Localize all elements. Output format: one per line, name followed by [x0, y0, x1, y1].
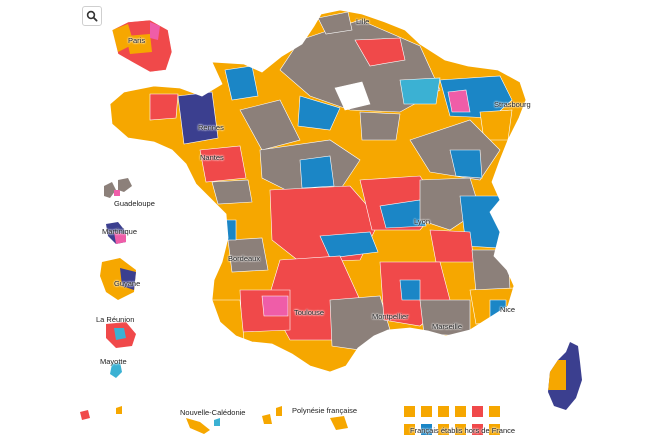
mainland-france — [109, 9, 527, 373]
label-paris: Paris — [128, 36, 146, 45]
label-lille: Lille — [356, 17, 370, 26]
label-nice: Nice — [500, 305, 516, 314]
label-marseille: Marseille — [432, 322, 463, 331]
francais-etranger-squares — [404, 406, 500, 435]
label-guadeloupe: Guadeloupe — [114, 199, 155, 208]
guadeloupe-shape — [104, 178, 132, 198]
label-mayotte: Mayotte — [100, 357, 127, 366]
search-button[interactable] — [82, 6, 102, 26]
label-rennes: Rennes — [198, 123, 224, 132]
label-polynesie: Polynésie française — [292, 406, 358, 415]
label-nouvelle-caledonie: Nouvelle-Calédonie — [180, 408, 246, 417]
guyane-shape — [100, 258, 136, 300]
label-martinique: Martinique — [102, 227, 138, 236]
label-guyane: Guyane — [114, 279, 141, 288]
label-francais-etranger: Français établis hors de France — [410, 426, 516, 435]
label-montpellier: Montpellier — [372, 312, 409, 321]
paris-inset — [111, 19, 173, 73]
label-reunion: La Réunion — [96, 315, 135, 324]
reunion-shape — [106, 322, 136, 348]
label-nantes: Nantes — [200, 153, 224, 162]
nouvelle-caledonie-shape — [186, 418, 220, 434]
label-lyon: Lyon — [414, 217, 430, 226]
label-bordeaux: Bordeaux — [228, 254, 261, 263]
label-toulouse: Toulouse — [294, 308, 325, 317]
wallis-shape — [80, 406, 122, 420]
mayotte-shape — [110, 362, 122, 378]
polynesie-shape — [262, 406, 348, 430]
label-strasbourg: Strasbourg — [494, 100, 531, 109]
search-icon — [86, 10, 98, 22]
martinique-shape — [106, 222, 126, 244]
corse — [548, 342, 582, 410]
